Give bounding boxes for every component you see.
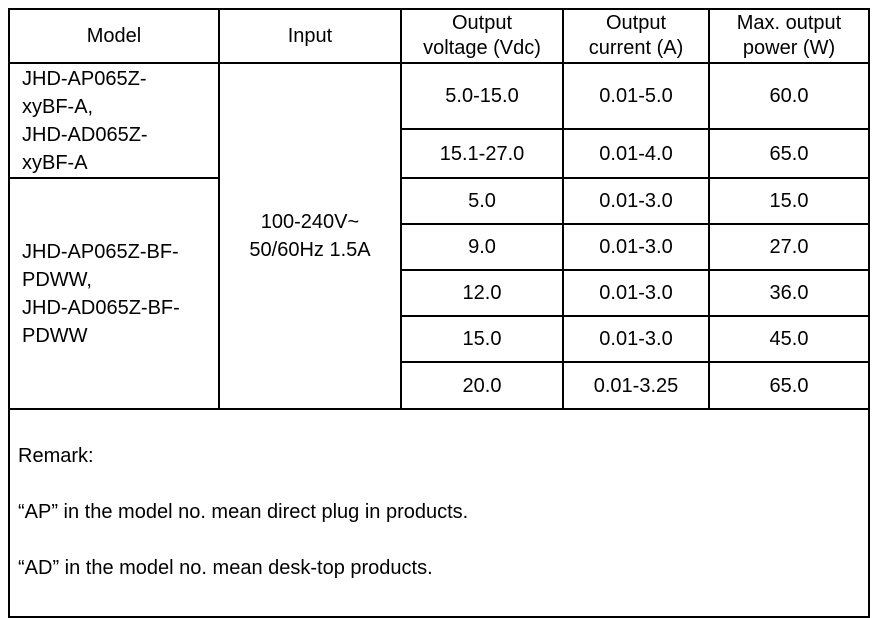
output-current-cell: 0.01-3.25: [562, 361, 710, 410]
col-header-output-voltage: Output voltage (Vdc): [400, 8, 564, 64]
table-row: JHD-AP065Z-BF- PDWW, JHD-AD065Z-BF- PDWW…: [8, 177, 870, 410]
col-header-output-current: Output current (A): [562, 8, 710, 64]
output-voltage-cell: 9.0: [400, 223, 564, 271]
output-voltage-cell: 5.0-15.0: [400, 62, 564, 130]
output-current-cell: 0.01-3.0: [562, 177, 710, 225]
max-output-power-cell: 27.0: [708, 223, 870, 271]
table-row: JHD-AP065Z- xyBF-A, JHD-AD065Z- xyBF-A 1…: [8, 62, 870, 410]
output-voltage-cell: 5.0: [400, 177, 564, 225]
table-row: 9.0 0.01-3.0 27.0: [9, 223, 870, 271]
table-header-row: Model Input Output voltage (Vdc) Output …: [8, 8, 870, 64]
remark-cell: Remark: “AP” in the model no. mean direc…: [8, 408, 870, 618]
model-group-a-cell: JHD-AP065Z- xyBF-A, JHD-AD065Z- xyBF-A: [8, 62, 220, 179]
output-current-cell: 0.01-3.0: [562, 223, 710, 271]
max-output-power-cell: 65.0: [708, 128, 870, 179]
model-group-b-cell: JHD-AP065Z-BF- PDWW, JHD-AD065Z-BF- PDWW: [8, 177, 220, 410]
remark-line-ap: “AP” in the model no. mean direct plug i…: [18, 501, 469, 523]
output-voltage-cell: 15.1-27.0: [400, 128, 564, 179]
table-row: 20.0 0.01-3.25 65.0: [9, 361, 870, 410]
output-current-cell: 0.01-5.0: [562, 62, 710, 130]
output-current-cell: 0.01-3.0: [562, 315, 710, 363]
table-row: 15.0 0.01-3.0 45.0: [9, 315, 870, 363]
table-row: 12.0 0.01-3.0 36.0: [9, 269, 870, 317]
remark-row: Remark: “AP” in the model no. mean direc…: [8, 408, 870, 618]
output-voltage-cell: 20.0: [400, 361, 564, 410]
remark-title: Remark:: [18, 445, 94, 467]
max-output-power-cell: 15.0: [708, 177, 870, 225]
col-header-input: Input: [218, 8, 402, 64]
table-row: 15.1-27.0 0.01-4.0 65.0: [9, 128, 870, 179]
output-current-cell: 0.01-4.0: [562, 128, 710, 179]
output-current-cell: 0.01-3.0: [562, 269, 710, 317]
max-output-power-cell: 65.0: [708, 361, 870, 410]
output-voltage-cell: 12.0: [400, 269, 564, 317]
max-output-power-cell: 36.0: [708, 269, 870, 317]
col-header-model: Model: [8, 8, 220, 64]
col-header-max-output-power: Max. output power (W): [708, 8, 870, 64]
input-cell: 100-240V~ 50/60Hz 1.5A: [218, 62, 402, 410]
output-voltage-cell: 15.0: [400, 315, 564, 363]
remark-line-ad: “AD” in the model no. mean desk-top prod…: [18, 557, 433, 579]
max-output-power-cell: 45.0: [708, 315, 870, 363]
datasheet-page: Model Input Output voltage (Vdc) Output …: [8, 8, 870, 618]
max-output-power-cell: 60.0: [708, 62, 870, 130]
power-spec-table: Model Input Output voltage (Vdc) Output …: [8, 8, 870, 618]
